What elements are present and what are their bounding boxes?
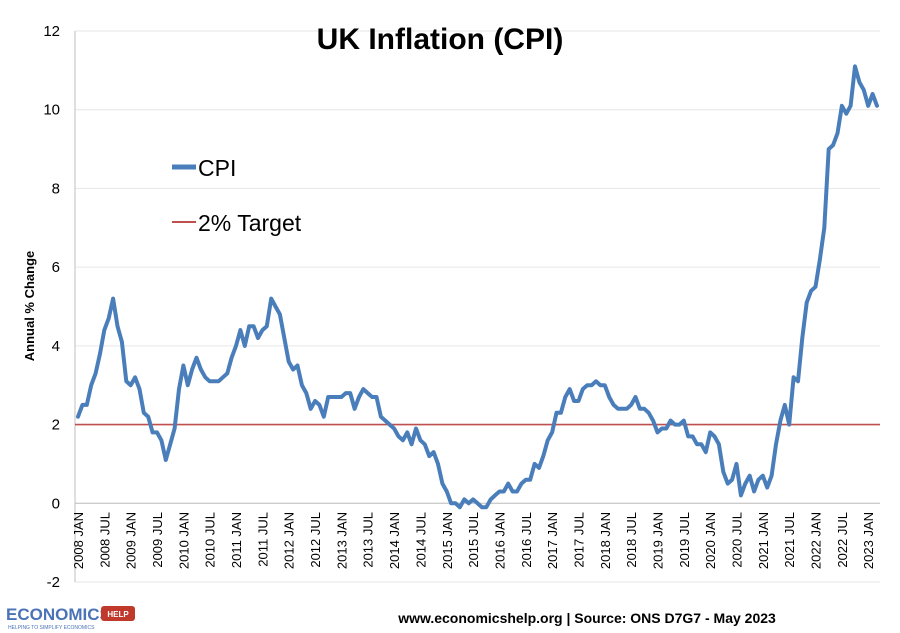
cpi-series-line xyxy=(76,64,879,510)
logo-text: ECONOMICS xyxy=(6,605,111,624)
y-tick-label: 2 xyxy=(52,417,60,434)
x-tick-label: 2018 JAN xyxy=(598,512,613,569)
axes xyxy=(74,31,880,582)
y-tick-label: -2 xyxy=(47,574,60,591)
y-tick-label: 4 xyxy=(52,338,60,355)
legend-cpi-label: CPI xyxy=(198,155,236,181)
logo-badge-text: HELP xyxy=(107,610,129,619)
x-tick-label: 2015 JUL xyxy=(466,512,481,568)
x-tick-label: 2016 JAN xyxy=(492,512,507,569)
x-tick-label: 2011 JUL xyxy=(255,512,270,567)
x-tick-label: 2019 JUL xyxy=(677,512,692,568)
legend: CPI 2% Target xyxy=(172,155,302,236)
economics-help-logo: ECONOMICS HELP HELPING TO SIMPLIFY ECONO… xyxy=(6,605,135,631)
x-tick-label: 2021 JAN xyxy=(756,512,771,569)
x-tick-label: 2018 JUL xyxy=(624,512,639,568)
gridlines xyxy=(75,30,880,583)
y-tick-label: 8 xyxy=(52,180,60,197)
x-tick-label: 2010 JUL xyxy=(203,512,218,568)
x-tick-label: 2009 JAN xyxy=(124,512,139,569)
x-tick-label: 2017 JUL xyxy=(571,512,586,568)
x-tick-label: 2012 JUL xyxy=(308,512,323,568)
logo-tagline: HELPING TO SIMPLIFY ECONOMICS xyxy=(8,625,95,631)
y-axis-label: Annual % Change xyxy=(22,251,37,362)
x-tick-label: 2009 JUL xyxy=(150,512,165,568)
logo-badge xyxy=(101,606,135,621)
x-tick-label: 2019 JAN xyxy=(650,512,665,569)
y-tick-label: 0 xyxy=(52,495,60,512)
chart-title: UK Inflation (CPI) xyxy=(317,23,564,56)
series xyxy=(75,64,880,510)
x-tick-label: 2014 JUL xyxy=(413,512,428,568)
x-tick-label: 2013 JUL xyxy=(361,512,376,568)
x-tick-label: 2016 JUL xyxy=(519,512,534,568)
x-tick-label: 2008 JAN xyxy=(71,512,86,569)
x-tick-label: 2022 JUL xyxy=(835,512,850,568)
x-tick-label: 2015 JAN xyxy=(440,512,455,569)
y-tick-label: 6 xyxy=(52,259,60,276)
x-tick-label: 2022 JAN xyxy=(809,512,824,569)
x-tick-label: 2020 JUL xyxy=(730,512,745,568)
x-tick-label: 2010 JAN xyxy=(176,512,191,569)
x-tick-label: 2012 JAN xyxy=(282,512,297,569)
x-tick-label: 2020 JAN xyxy=(703,512,718,569)
legend-target-label: 2% Target xyxy=(198,210,302,236)
y-tick-labels: -2 0 2 4 6 8 10 12 xyxy=(43,23,60,591)
x-tick-label: 2013 JAN xyxy=(334,512,349,569)
x-tick-label: 2008 JUL xyxy=(97,512,112,568)
x-tick-label: 2011 JAN xyxy=(229,512,244,568)
x-tick-label: 2017 JAN xyxy=(545,512,560,569)
source-note: www.economicshelp.org | Source: ONS D7G7… xyxy=(397,610,776,626)
x-tick-label: 2021 JUL xyxy=(782,512,797,568)
x-tick-label: 2023 JAN xyxy=(861,512,876,569)
y-tick-label: 10 xyxy=(43,102,60,119)
x-tick-labels: 2008 JAN 2008 JUL 2009 JAN 2009 JUL 2010 JAN… xyxy=(71,512,876,569)
y-tick-label: 12 xyxy=(43,23,60,40)
x-tick-label: 2014 JAN xyxy=(387,512,402,569)
